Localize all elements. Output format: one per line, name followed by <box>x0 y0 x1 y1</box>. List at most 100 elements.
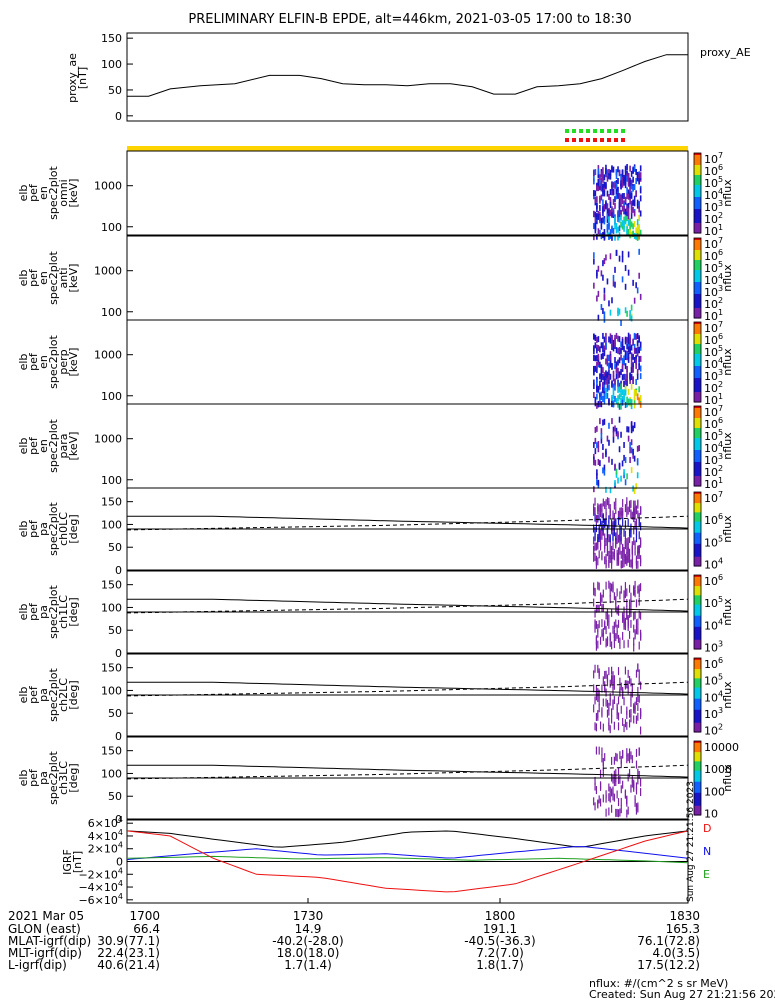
spectrogram-cell <box>602 352 604 359</box>
spectrogram-cell <box>608 336 610 343</box>
indicator-marker-upper <box>586 129 590 133</box>
spectrogram-cell <box>627 399 630 406</box>
spectrogram-cell <box>622 552 624 561</box>
spectrogram-cell <box>611 545 613 554</box>
spectrogram-cell <box>636 199 639 206</box>
spectrogram-cell <box>617 534 620 543</box>
colorbar-cell <box>694 720 701 724</box>
spectrogram-cell <box>605 393 607 400</box>
igrf-ylabel: [nT] <box>71 851 84 873</box>
spectrogram-cell <box>617 380 619 387</box>
colorbar-cell <box>694 390 701 393</box>
spectrogram-cell <box>609 202 612 209</box>
spectrogram-cell <box>629 198 631 205</box>
spectrogram-cell <box>635 227 637 234</box>
colorbar-cell <box>694 332 701 335</box>
spectrogram-cell <box>620 511 622 520</box>
spectrogram-cell <box>594 448 597 455</box>
spectrogram-cell <box>623 547 625 556</box>
colorbar-cell <box>694 693 701 696</box>
spectrogram-cell <box>602 172 604 179</box>
colorbar-cell <box>694 434 701 437</box>
spectrogram-cell <box>635 748 638 757</box>
spectrogram-cell <box>620 431 622 438</box>
pa-panel-ch0LC: 150100500elbpefpaspec2plotch0LC[deg]1071… <box>17 487 734 577</box>
colorbar-cell <box>694 597 701 600</box>
spectrogram-cell <box>609 173 612 180</box>
spectrogram-cell <box>624 681 627 690</box>
colorbar-cell <box>694 312 701 315</box>
spectrogram-cell <box>635 599 638 608</box>
colorbar-cell <box>694 554 701 558</box>
colorbar-cell <box>694 227 701 230</box>
spectrogram-cell <box>593 348 595 355</box>
spectrogram-cell <box>628 501 631 510</box>
spectrogram-cell <box>611 181 613 188</box>
pitch-angle-spectrogram-panels: 150100500elbpefpaspec2plotch0LC[deg]1071… <box>17 487 739 826</box>
pa-ytick-label: 150 <box>101 662 122 675</box>
colorbar-cell <box>694 159 701 162</box>
spectrogram-cell <box>603 398 606 405</box>
colorbar-cell <box>694 432 701 435</box>
spectrogram-cell <box>594 624 596 633</box>
spectrogram-cell <box>594 507 596 516</box>
spectrogram-cell <box>602 210 604 217</box>
spectrogram-cell <box>601 510 603 519</box>
spectrogram-cell <box>639 210 642 217</box>
spectrogram-cell <box>624 338 627 345</box>
spectrogram-cell <box>633 165 636 172</box>
spectrogram-cell <box>612 676 614 685</box>
spectrogram-cell <box>604 621 606 630</box>
colorbar-cell <box>694 364 701 367</box>
colorbar-cell <box>694 691 701 694</box>
spectrogram-cell <box>611 211 613 218</box>
spectrogram-cell <box>597 629 599 638</box>
ae-line <box>127 54 688 97</box>
colorbar-cell <box>694 480 701 483</box>
spectrogram-cell <box>633 347 636 354</box>
spectrogram-cell <box>612 584 614 593</box>
spectrogram-cell <box>608 497 610 506</box>
spectrogram-cell <box>633 705 635 714</box>
spectrogram-cell <box>629 442 631 449</box>
energy-colorbar-label: nflux <box>721 348 734 376</box>
energy-ylabel: [keV] <box>67 179 80 208</box>
spectrogram-cell <box>614 378 616 385</box>
time-tick-label: 1700 <box>129 909 160 923</box>
spectrogram-cell <box>629 177 631 184</box>
spectrogram-cell <box>638 233 640 240</box>
spectrogram-cell <box>599 215 601 222</box>
spectrogram-cell <box>620 560 622 569</box>
spectrogram-cell <box>616 588 618 597</box>
ephemeris-cell: -40.5(-36.3) <box>464 934 535 948</box>
spectrogram-cell <box>608 550 610 559</box>
colorbar-cell <box>694 553 701 556</box>
spectrogram-cell <box>599 180 601 187</box>
spectrogram-cell <box>600 432 603 439</box>
spectrogram-cell <box>595 692 598 701</box>
colorbar-cell <box>694 392 701 395</box>
spectrogram-cell <box>616 528 618 537</box>
spectrogram-cell <box>636 227 639 234</box>
spectrogram-cell <box>637 694 639 703</box>
spectrogram-cell <box>621 276 624 283</box>
colorbar-cell <box>694 503 701 506</box>
spectrogram-cell <box>602 217 604 224</box>
spectrogram-cell <box>599 392 601 399</box>
colorbar-cell <box>694 482 701 485</box>
spectrogram-cell <box>636 445 639 452</box>
spectrogram-cell <box>626 210 628 217</box>
spectrogram-cell <box>630 559 632 568</box>
spectrogram-cell <box>595 542 598 551</box>
spectrogram-cell <box>638 584 640 593</box>
spectrogram-cell <box>593 369 595 376</box>
spectrogram-cell <box>624 182 627 189</box>
spectrogram-cell <box>615 506 617 515</box>
spectrogram-cell <box>621 256 624 263</box>
spectrogram-cell <box>593 383 595 390</box>
colorbar-cell <box>694 647 701 650</box>
pa-ytick-label: 0 <box>115 647 122 660</box>
spectrogram-cell <box>638 224 640 231</box>
spectrogram-cell <box>637 702 639 711</box>
colorbar-cell <box>694 746 701 749</box>
